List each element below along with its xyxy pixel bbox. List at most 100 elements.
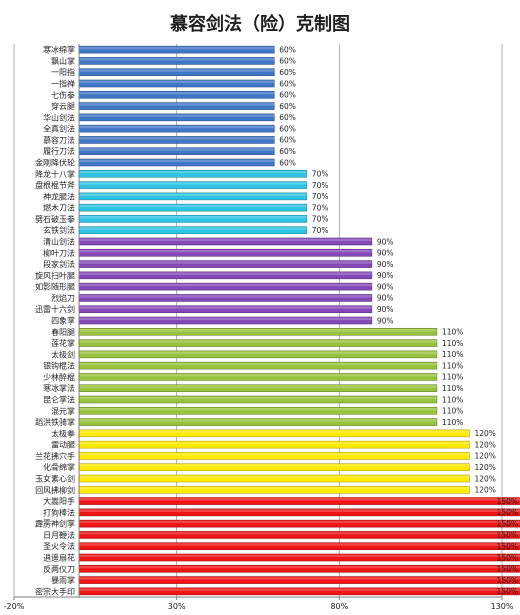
category-label: 莲花掌 xyxy=(51,338,75,348)
data-label: 120% xyxy=(474,452,495,461)
x-axis: -20% 30% 80% 130% xyxy=(4,44,514,611)
category-label: 金刚降伏轮 xyxy=(35,158,75,168)
category-label: 密宗大手印 xyxy=(35,586,75,596)
data-label: 110% xyxy=(442,339,463,348)
bar-highlight xyxy=(79,193,307,196)
category-label: 春阳腿 xyxy=(51,327,75,337)
data-label: 90% xyxy=(377,282,394,291)
bar-highlight xyxy=(79,238,372,242)
data-label: 110% xyxy=(442,395,463,404)
data-label: 90% xyxy=(377,316,394,325)
bar-highlight xyxy=(79,554,520,558)
bar-highlight xyxy=(79,227,307,230)
data-label: 150% xyxy=(497,508,518,517)
category-label: 旋风扫叶腿 xyxy=(35,270,75,280)
category-labels: 寒冰绵掌飘山掌一阳指一指禅七伤拳穿云腿华山剑法全真剑法慕容刀法履行刀法金刚降伏轮… xyxy=(35,45,75,597)
bar-highlight xyxy=(79,159,275,163)
category-label: 神龙腿法 xyxy=(43,191,75,201)
category-label: 日月鞭法 xyxy=(43,530,75,540)
category-label: 圣火令法 xyxy=(43,541,75,551)
category-label: 清山剑法 xyxy=(43,237,75,247)
bar-highlight xyxy=(79,148,275,151)
category-label: 柳叶刀法 xyxy=(43,248,75,258)
bars xyxy=(78,45,520,596)
category-label: 慕容刀法 xyxy=(43,135,75,145)
category-label: 燃木刀法 xyxy=(43,203,75,213)
data-label: 150% xyxy=(497,553,518,562)
x-tick-label: -20% xyxy=(4,602,25,611)
category-label: 如影随形腿 xyxy=(35,282,75,292)
data-label: 60% xyxy=(279,102,296,111)
bar-highlight xyxy=(79,385,437,388)
data-label: 120% xyxy=(474,429,495,438)
data-label: 110% xyxy=(442,418,463,427)
data-label: 120% xyxy=(474,463,495,472)
category-label: 七伤拳 xyxy=(51,90,75,100)
category-label: 逍遥扇花 xyxy=(43,553,75,563)
bar-highlight xyxy=(79,137,275,140)
category-label: 兰花拂穴手 xyxy=(35,451,75,461)
bar-highlight xyxy=(79,509,520,512)
bar-highlight xyxy=(79,565,520,569)
bar-highlight xyxy=(79,295,372,298)
data-label: 60% xyxy=(279,79,296,88)
data-label: 60% xyxy=(279,158,296,167)
bar-highlight xyxy=(79,283,372,287)
data-label: 150% xyxy=(497,531,518,540)
category-label: 玉女素心剑 xyxy=(35,474,75,484)
category-label: 四象掌 xyxy=(51,316,75,326)
bar-highlight xyxy=(79,419,437,422)
bar-highlight xyxy=(79,475,470,479)
bar-highlight xyxy=(79,396,437,400)
data-label: 60% xyxy=(279,147,296,156)
category-label: 太极拳 xyxy=(51,428,75,438)
category-label: 混元掌 xyxy=(51,406,75,416)
category-label: 银钩棍法 xyxy=(43,361,75,371)
data-label: 70% xyxy=(312,203,329,212)
category-label: 打狗棒法 xyxy=(43,507,75,517)
data-label: 110% xyxy=(442,373,463,382)
bar-highlight xyxy=(79,407,437,411)
category-label: 大嵩阳手 xyxy=(43,496,75,506)
data-label: 60% xyxy=(279,124,296,133)
category-label: 太极剑 xyxy=(51,349,75,359)
category-label: 飘山掌 xyxy=(51,56,75,66)
bar-highlight xyxy=(79,216,307,219)
category-label: 玄铁剑法 xyxy=(43,225,75,235)
category-label: 迅雷十六剑 xyxy=(35,304,75,314)
category-label: 烈焰刀 xyxy=(51,293,75,303)
category-label: 寒冰绵掌 xyxy=(43,45,75,55)
bar-highlight xyxy=(79,441,470,445)
data-label: 90% xyxy=(377,271,394,280)
bar-highlight xyxy=(79,46,275,50)
x-tick-label: 30% xyxy=(168,602,186,611)
category-label: 段家剑法 xyxy=(43,259,75,269)
bar-highlight xyxy=(79,498,520,501)
category-label: 履行刀法 xyxy=(43,146,75,156)
bar-highlight xyxy=(79,58,275,61)
bar-highlight xyxy=(79,272,372,275)
category-label: 劈石破玉拳 xyxy=(35,214,75,224)
bar-highlight xyxy=(79,80,275,84)
category-label: 一指禅 xyxy=(51,79,75,89)
category-label: 霹雳神剑掌 xyxy=(35,519,75,529)
category-label: 雷动腿 xyxy=(51,440,75,450)
data-label: 110% xyxy=(442,361,463,370)
bar-highlight xyxy=(79,351,437,354)
data-label: 120% xyxy=(474,440,495,449)
bar-highlight xyxy=(79,453,470,456)
bar-highlight xyxy=(79,430,470,433)
category-label: 全真剑法 xyxy=(43,124,75,134)
category-label: 盘根棍节斧 xyxy=(35,180,75,190)
data-label: 120% xyxy=(474,486,495,495)
category-label: 寒冰掌法 xyxy=(43,383,75,393)
data-label: 60% xyxy=(279,91,296,100)
bar-highlight xyxy=(79,520,520,524)
category-label: 暴雨掌 xyxy=(51,575,75,585)
data-label: 150% xyxy=(497,542,518,551)
data-label: 90% xyxy=(377,305,394,314)
data-label: 60% xyxy=(279,136,296,145)
bar-highlight xyxy=(79,317,372,321)
data-label: 110% xyxy=(442,407,463,416)
data-label: 60% xyxy=(279,57,296,66)
